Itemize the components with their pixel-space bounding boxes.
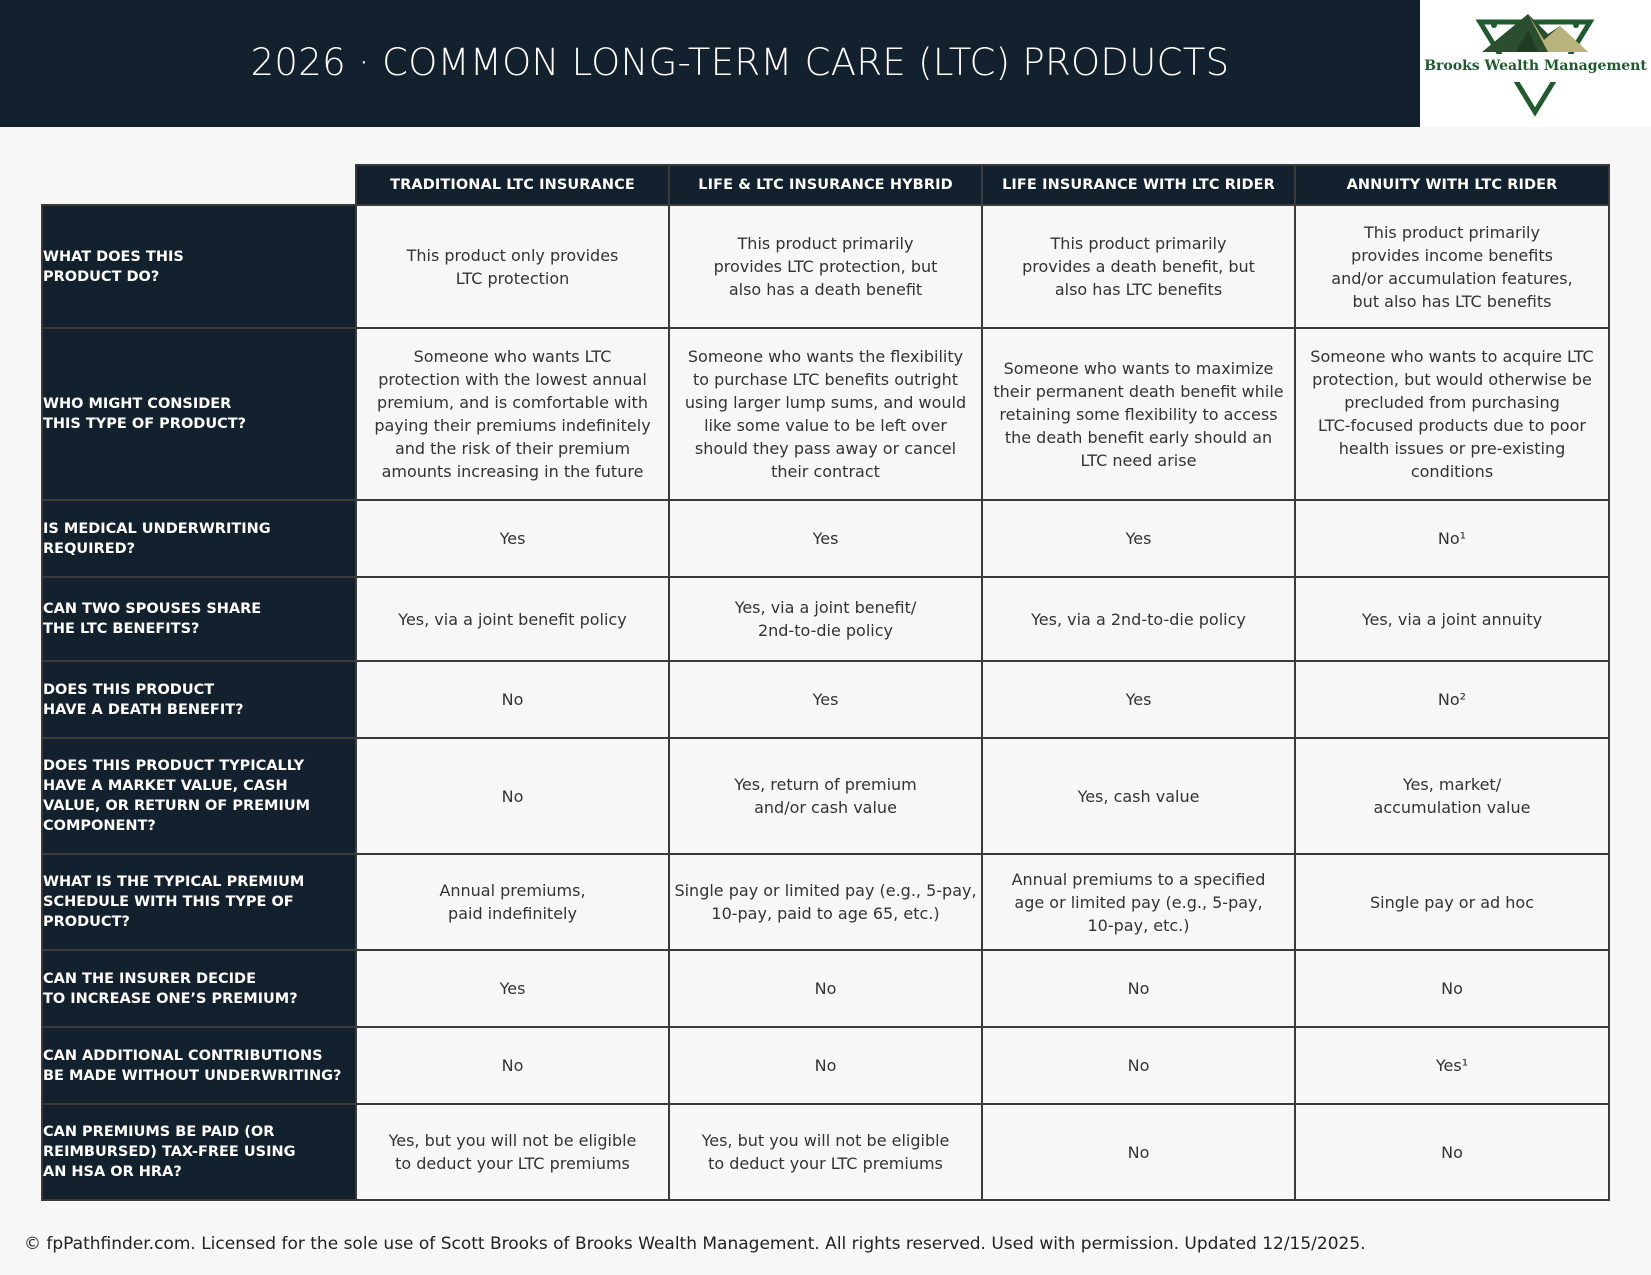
table-row: WHAT DOES THIS PRODUCT DO? This product … [41,204,1610,329]
table-cell: Yes, but you will not be eligible to ded… [668,1103,983,1201]
row-question: CAN PREMIUMS BE PAID (OR REIMBURSED) TAX… [41,1103,357,1201]
row-question: IS MEDICAL UNDERWRITING REQUIRED? [41,499,357,578]
table-cell: No [981,949,1296,1028]
table-row: CAN ADDITIONAL CONTRIBUTIONS BE MADE WIT… [41,1026,1610,1105]
table-cell: Single pay or ad hoc [1294,853,1610,951]
table-cell: No [355,1026,670,1105]
table-cell: Annual premiums, paid indefinitely [355,853,670,951]
page-title: 2026 · COMMON LONG-TERM CARE (LTC) PRODU… [250,41,1230,84]
table-cell: No¹ [1294,499,1610,578]
column-header: ANNUITY WITH LTC RIDER [1294,164,1610,206]
table-row: DOES THIS PRODUCT TYPICALLY HAVE A MARKE… [41,737,1610,855]
table-cell: Yes, market/ accumulation value [1294,737,1610,855]
row-question: CAN ADDITIONAL CONTRIBUTIONS BE MADE WIT… [41,1026,357,1105]
row-question: WHO MIGHT CONSIDER THIS TYPE OF PRODUCT? [41,327,357,501]
table-cell: Someone who wants to maximize their perm… [981,327,1296,501]
table-cell: No [981,1026,1296,1105]
table-cell: No [355,660,670,739]
table-cell: No [668,1026,983,1105]
row-question: DOES THIS PRODUCT TYPICALLY HAVE A MARKE… [41,737,357,855]
table-cell: Someone who wants LTC protection with th… [355,327,670,501]
table-cell: Yes, via a 2nd-to-die policy [981,576,1296,662]
table-cell: Yes [668,499,983,578]
table-header-row: TRADITIONAL LTC INSURANCE LIFE & LTC INS… [42,164,1610,206]
table-cell: No² [1294,660,1610,739]
column-header: LIFE INSURANCE WITH LTC RIDER [981,164,1296,206]
table-cell: Yes, return of premium and/or cash value [668,737,983,855]
column-header: LIFE & LTC INSURANCE HYBRID [668,164,983,206]
table-cell: No [981,1103,1296,1201]
row-question: CAN THE INSURER DECIDE TO INCREASE ONE’S… [41,949,357,1028]
column-header: TRADITIONAL LTC INSURANCE [355,164,670,206]
table-row: WHO MIGHT CONSIDER THIS TYPE OF PRODUCT?… [41,327,1610,501]
table-row: CAN PREMIUMS BE PAID (OR REIMBURSED) TAX… [41,1103,1610,1201]
table-cell: Yes, via a joint benefit policy [355,576,670,662]
table-cell: Someone who wants to acquire LTC protect… [1294,327,1610,501]
table-cell: No [1294,949,1610,1028]
logo-text: Brooks Wealth Management [1424,58,1647,74]
row-question: WHAT DOES THIS PRODUCT DO? [41,204,357,329]
table-row: CAN THE INSURER DECIDE TO INCREASE ONE’S… [41,949,1610,1028]
table-row: CAN TWO SPOUSES SHARE THE LTC BENEFITS? … [41,576,1610,662]
comparison-table: TRADITIONAL LTC INSURANCE LIFE & LTC INS… [41,164,1610,1201]
row-question: WHAT IS THE TYPICAL PREMIUM SCHEDULE WIT… [41,853,357,951]
table-cell: Yes [981,499,1296,578]
table-cell: This product primarily provides LTC prot… [668,204,983,329]
table-cell: Yes, via a joint annuity [1294,576,1610,662]
table-cell: Yes [668,660,983,739]
table-cell: Yes, but you will not be eligible to ded… [355,1103,670,1201]
table-cell: This product only provides LTC protectio… [355,204,670,329]
table-row: DOES THIS PRODUCT HAVE A DEATH BENEFIT? … [41,660,1610,739]
table-cell: Annual premiums to a specified age or li… [981,853,1296,951]
table-cell: Someone who wants the flexibility to pur… [668,327,983,501]
row-question: DOES THIS PRODUCT HAVE A DEATH BENEFIT? [41,660,357,739]
table-cell: Yes, via a joint benefit/ 2nd-to-die pol… [668,576,983,662]
logo-mountain-icon [1475,14,1595,117]
table-cell: Yes¹ [1294,1026,1610,1105]
table-row: WHAT IS THE TYPICAL PREMIUM SCHEDULE WIT… [41,853,1610,951]
table-cell: Yes [981,660,1296,739]
table-cell: Yes [355,499,670,578]
header-bar [0,0,1420,127]
logo: Brooks Wealth Management [1420,0,1651,127]
table-cell: This product primarily provides a death … [981,204,1296,329]
table-cell: No [1294,1103,1610,1201]
table-cell: No [668,949,983,1028]
table-cell: This product primarily provides income b… [1294,204,1610,329]
table-cell: Yes [355,949,670,1028]
table-cell: Yes, cash value [981,737,1296,855]
table-row: IS MEDICAL UNDERWRITING REQUIRED? Yes Ye… [41,499,1610,578]
row-question: CAN TWO SPOUSES SHARE THE LTC BENEFITS? [41,576,357,662]
copyright-footer: © fpPathfinder.com. Licensed for the sol… [24,1234,1366,1254]
table-cell: No [355,737,670,855]
table-corner [42,165,356,205]
table-cell: Single pay or limited pay (e.g., 5-pay, … [668,853,983,951]
